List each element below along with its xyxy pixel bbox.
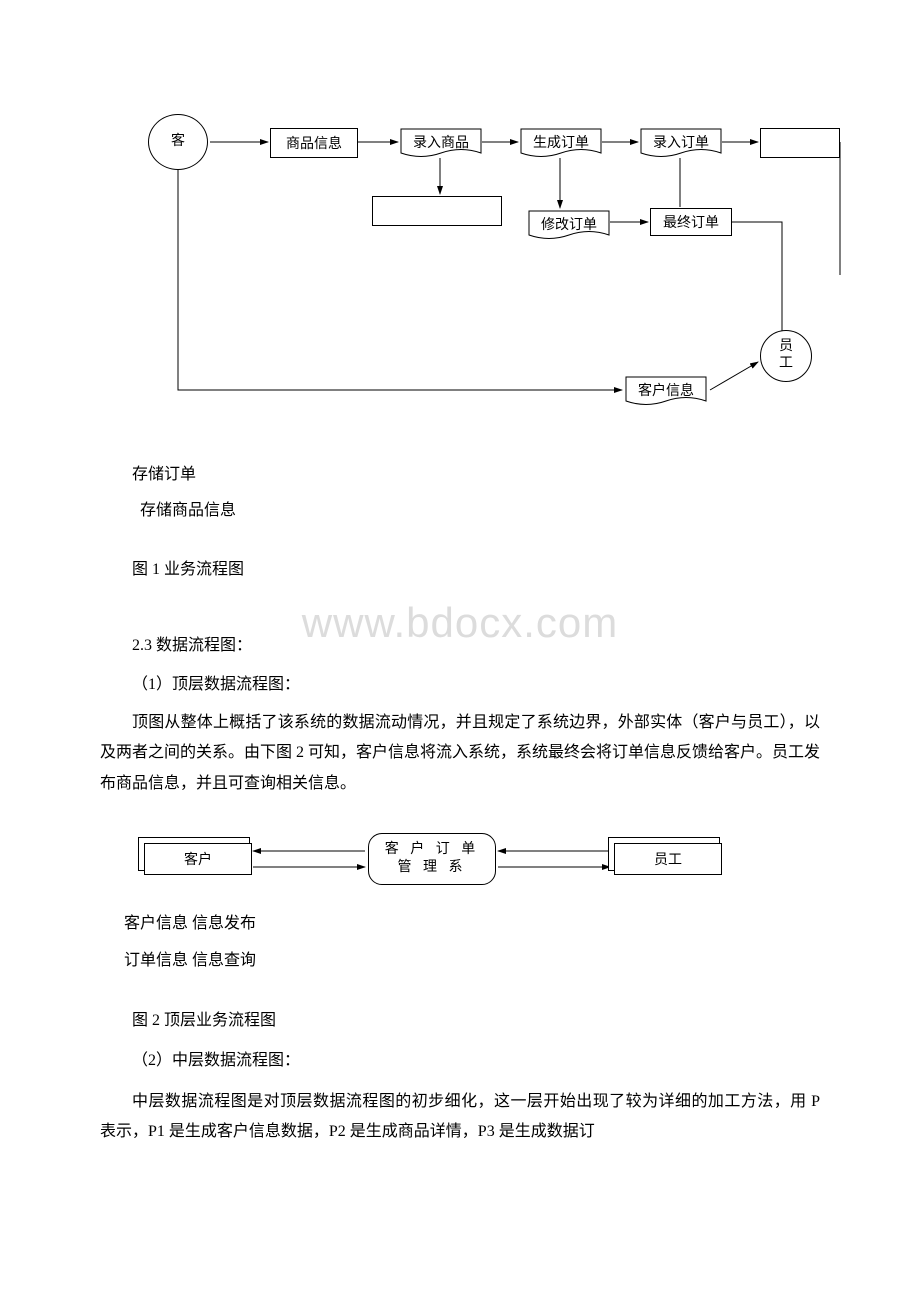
node-customer-info-label: 客户信息 xyxy=(625,380,707,400)
node-modify-order: 修改订单 xyxy=(528,210,610,240)
node-final-order-label: 最终订单 xyxy=(663,212,719,232)
figure-2-caption: 图 2 顶层业务流程图 xyxy=(100,1006,820,1036)
node-enter-order: 录入订单 xyxy=(640,128,722,158)
node-customer: 客 xyxy=(148,114,208,170)
node-enter-order-label: 录入订单 xyxy=(640,132,722,152)
node-generate-order-label: 生成订单 xyxy=(520,132,602,152)
node-employee-label: 员 工 xyxy=(779,339,793,373)
node2-customer: 客户 xyxy=(144,843,252,875)
node-customer-info: 客户信息 xyxy=(625,376,707,406)
node-product-info-label: 商品信息 xyxy=(286,133,342,153)
node2-employee-label: 员工 xyxy=(654,849,682,869)
node2-employee: 员工 xyxy=(614,843,722,875)
node-customer-label: 客 xyxy=(171,134,185,151)
figure-1-caption: 图 1 业务流程图 xyxy=(100,555,820,585)
text-store-order: 存储订单 xyxy=(100,460,820,490)
node2-system-label: 客 户 订 单 管 理 系 xyxy=(385,841,480,877)
diagram1-connectors xyxy=(140,100,860,410)
node-modify-order-label: 修改订单 xyxy=(528,214,610,234)
node-enter-product-label: 录入商品 xyxy=(400,132,482,152)
section-2-3-heading: 2.3 数据流程图： xyxy=(100,631,820,661)
text-custinfo-pub: 客户信息 信息发布 xyxy=(100,909,820,939)
node-generate-order: 生成订单 xyxy=(520,128,602,158)
figure-2-flowchart: 客户 客 户 订 单 管 理 系 员工 xyxy=(130,827,750,897)
text-orderinfo-query: 订单信息 信息查询 xyxy=(100,946,820,976)
section-2-3-2-heading: （2）中层数据流程图： xyxy=(100,1046,820,1076)
node2-customer-label: 客户 xyxy=(184,849,212,869)
paragraph-2: 中层数据流程图是对顶层数据流程图的初步细化，这一层开始出现了较为详细的加工方法，… xyxy=(100,1087,820,1148)
text-store-product: 存储商品信息 xyxy=(100,496,820,526)
figure-1-flowchart: 客 商品信息 录入商品 生成订单 录入订单 xyxy=(140,100,860,410)
node-enter-product: 录入商品 xyxy=(400,128,482,158)
node2-system: 客 户 订 单 管 理 系 xyxy=(368,833,496,885)
section-2-3-1-heading: （1）顶层数据流程图： xyxy=(100,670,820,700)
node-empty-1 xyxy=(760,128,840,158)
node-product-info: 商品信息 xyxy=(270,128,358,158)
node-empty-2 xyxy=(372,196,502,226)
node-employee: 员 工 xyxy=(760,330,812,382)
node-final-order: 最终订单 xyxy=(650,208,732,236)
paragraph-1: 顶图从整体上概括了该系统的数据流动情况，并且规定了系统边界，外部实体（客户与员工… xyxy=(100,708,820,799)
